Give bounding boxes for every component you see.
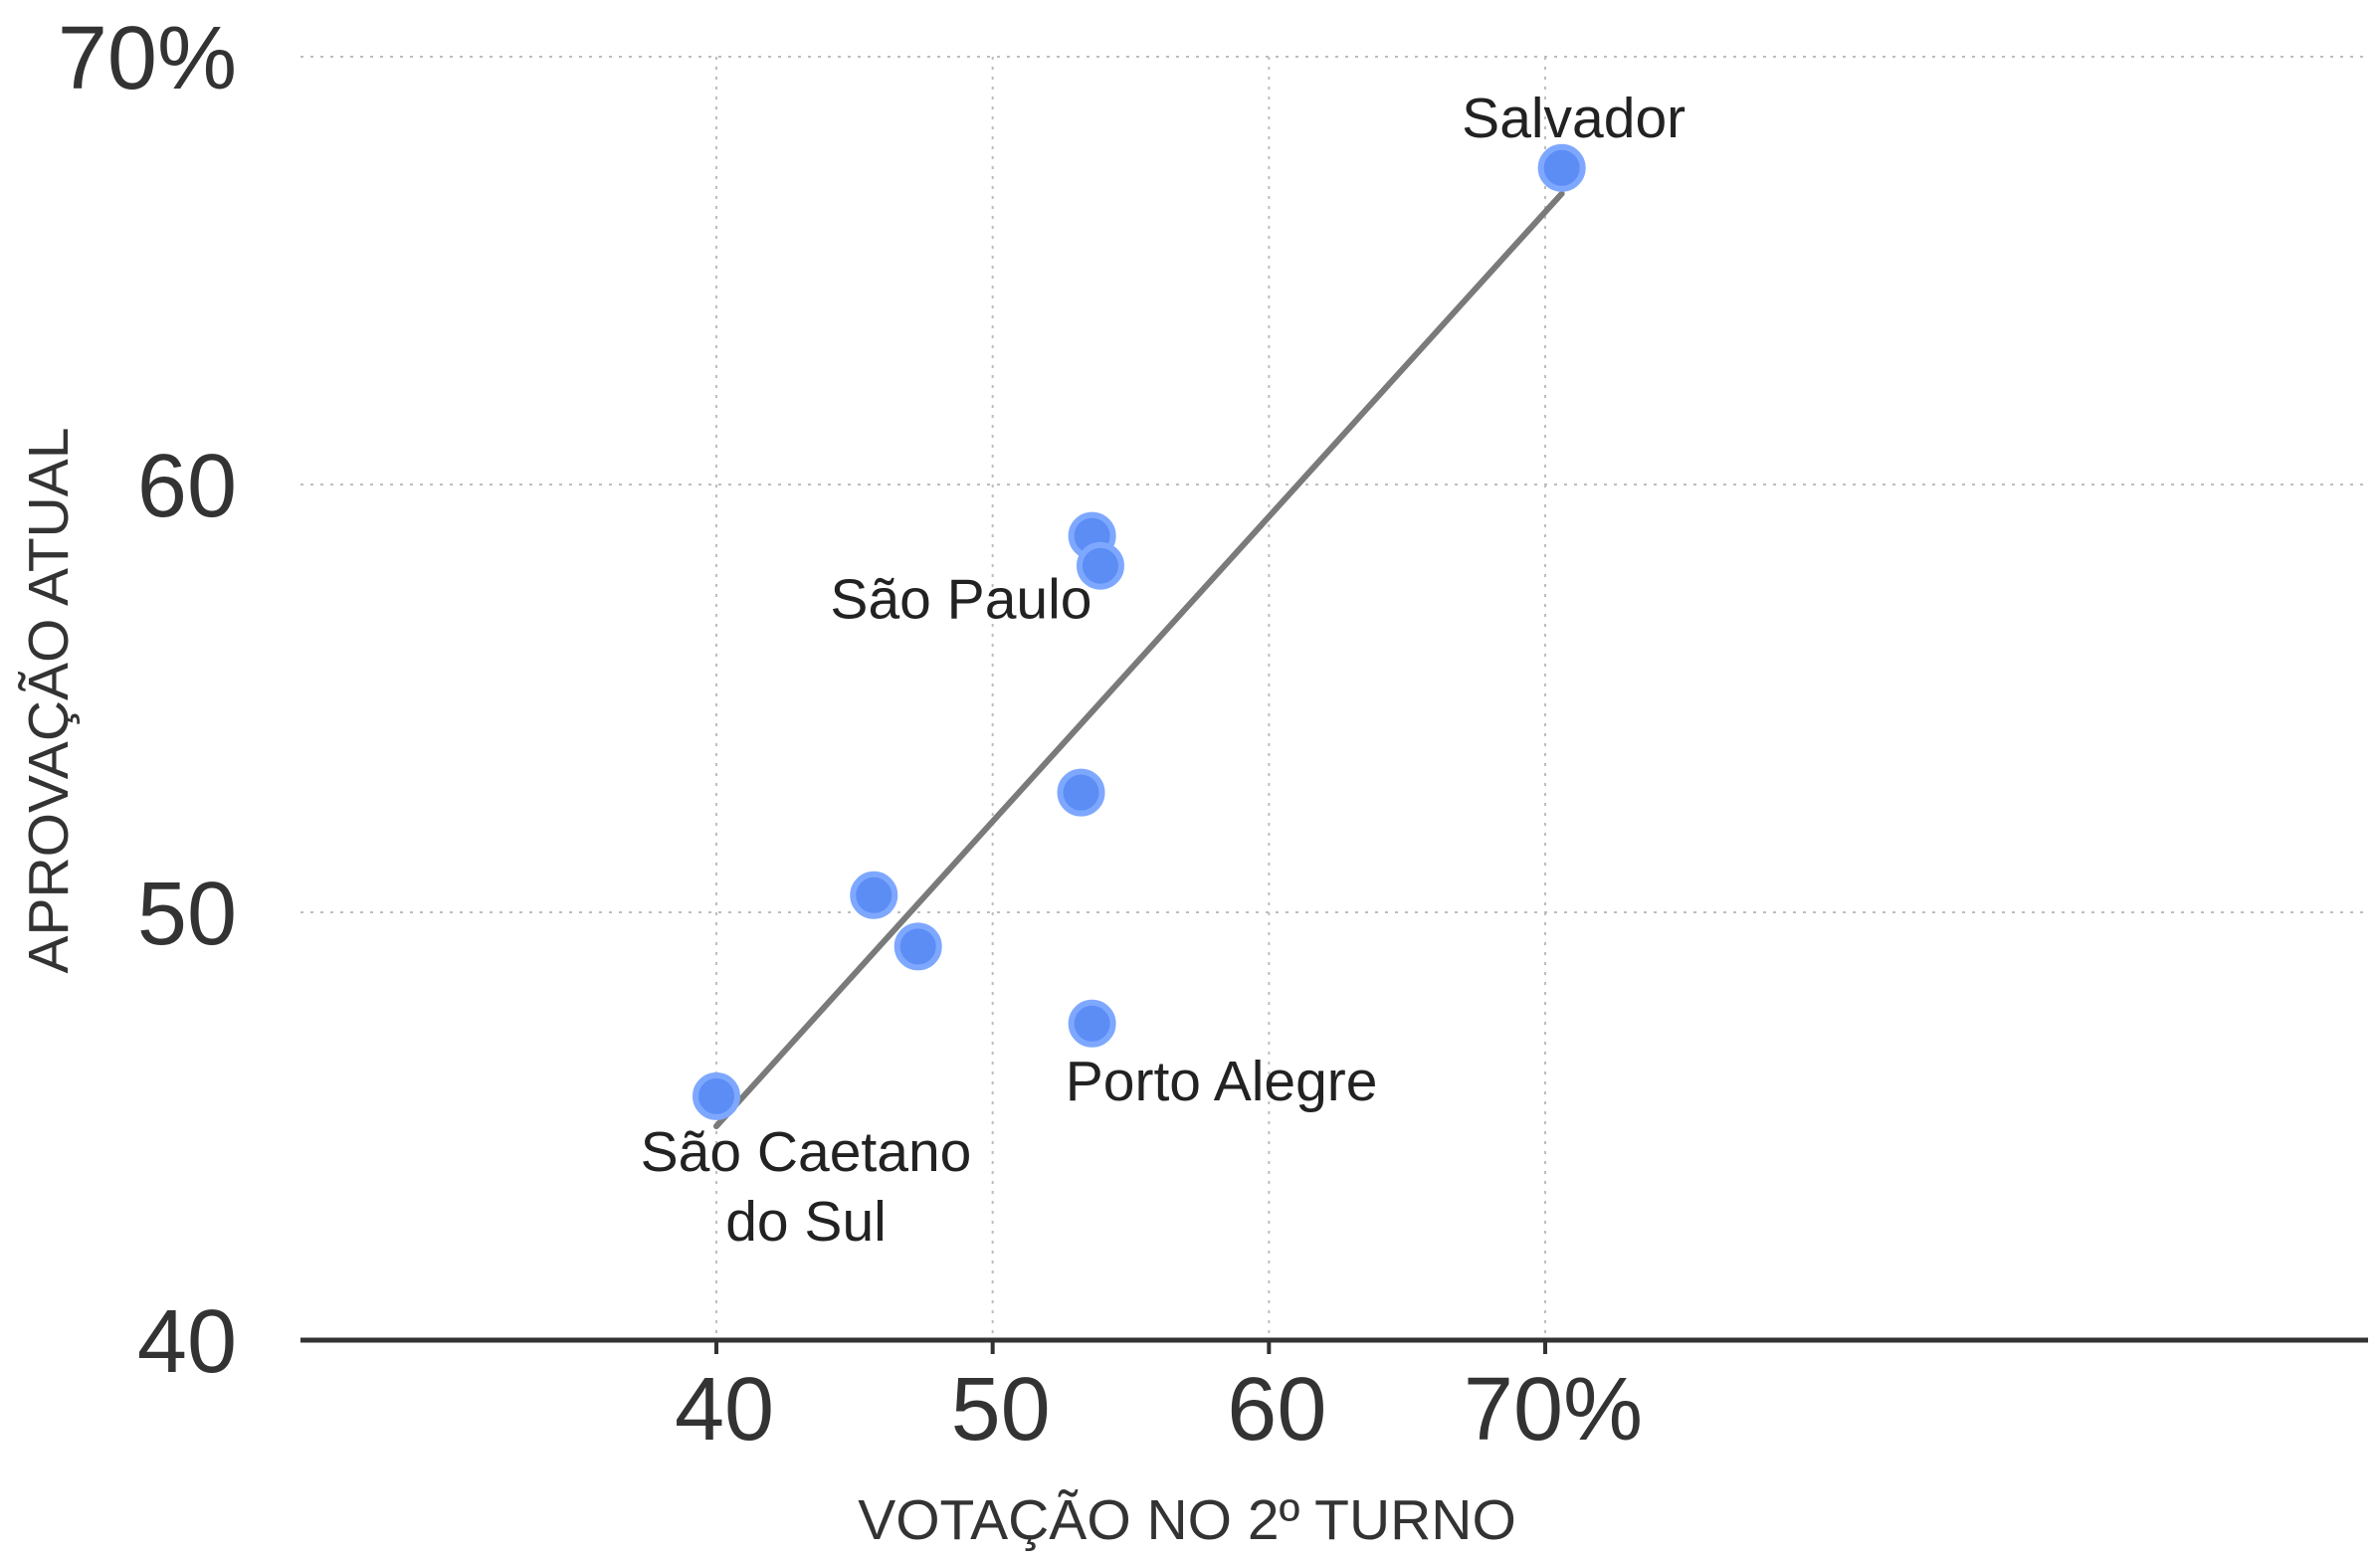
x-tick-label: 60: [1227, 1360, 1326, 1460]
y-tick-label: 60: [137, 437, 237, 536]
data-point: [850, 871, 898, 919]
x-axis-title: VOTAÇÃO NO 2º TURNO: [858, 1488, 1516, 1552]
y-tick-labels: 40 50 60 70%: [58, 9, 237, 1392]
data-point: [1057, 768, 1105, 817]
y-tick-label: 70%: [58, 9, 237, 108]
data-point: [693, 1072, 740, 1120]
point-label: Porto Alegre: [1066, 1050, 1378, 1113]
y-axis-title: APROVAÇÃO ATUAL: [17, 427, 81, 973]
x-tick-label: 50: [951, 1360, 1051, 1460]
x-tick-label: 40: [675, 1360, 774, 1460]
y-tick-label: 40: [137, 1292, 237, 1392]
trendline: [713, 190, 1565, 1129]
point-label: São Paulo: [830, 568, 1091, 632]
data-point: [1076, 541, 1124, 590]
point-label: Salvador: [1462, 87, 1686, 150]
grid-lines: [300, 56, 2368, 1340]
point-label: São Caetano do Sul: [641, 1120, 972, 1254]
data-point: [1537, 143, 1586, 192]
x-tick-labels: 40 50 60 70%: [675, 1340, 1643, 1460]
data-points: [693, 143, 1586, 1120]
x-tick-label: 70%: [1464, 1360, 1643, 1460]
y-tick-label: 50: [137, 865, 237, 964]
data-point: [1068, 999, 1116, 1048]
point-labels: São Caetano do Sul São Paulo Porto Alegre Sa…: [641, 87, 1686, 1254]
trendline-group: [713, 190, 1565, 1129]
data-point: [893, 922, 942, 971]
